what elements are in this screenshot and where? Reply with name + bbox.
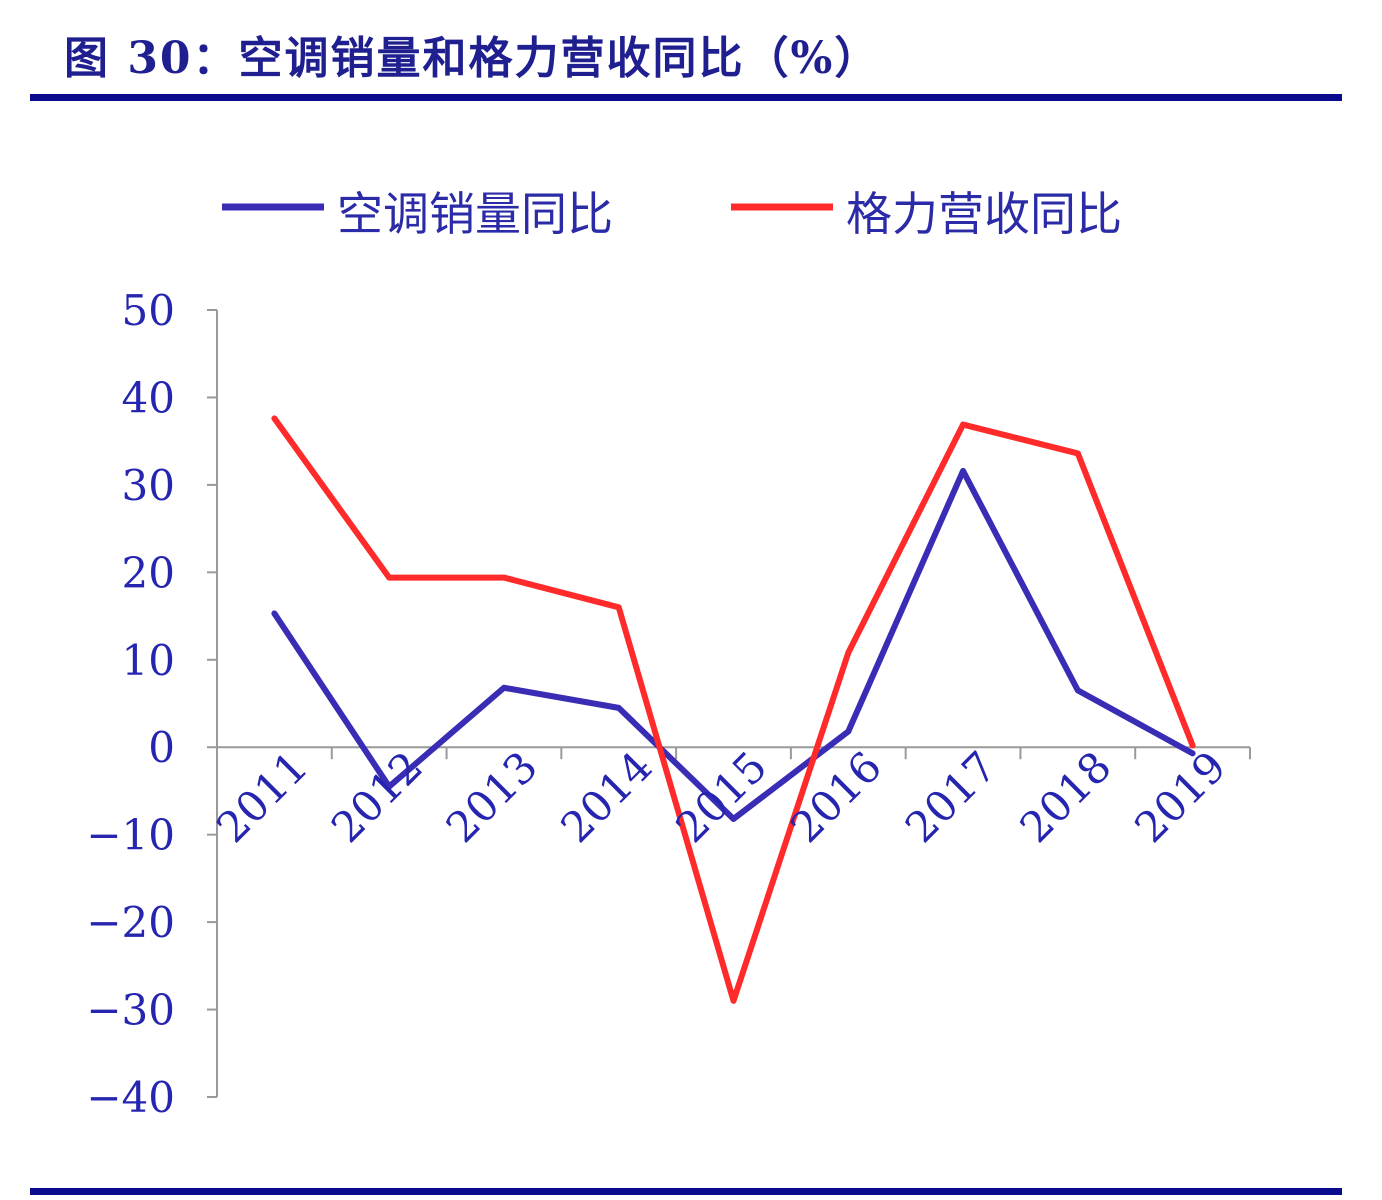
axes (207, 309, 1251, 1098)
data-point (271, 610, 277, 616)
y-tick-label: 10 (122, 636, 175, 685)
x-tick-label: 2013 (437, 742, 547, 852)
legend-label: 空调销量同比 (337, 187, 613, 241)
data-point (1075, 687, 1081, 693)
data-point (501, 685, 507, 691)
data-point (960, 422, 966, 428)
data-point (731, 998, 736, 1004)
data-point (386, 575, 392, 581)
x-tick-label: 2018 (1010, 742, 1120, 852)
x-tick-label: 2017 (896, 742, 1006, 852)
data-point (731, 816, 736, 822)
y-tick-label: −30 (86, 986, 175, 1035)
figure-title: 图 30：空调销量和格力营收同比（%） (64, 33, 881, 84)
data-point (501, 575, 507, 581)
legend: 空调销量同比 格力营收同比 (222, 187, 1122, 241)
data-point (1075, 450, 1081, 456)
y-tick-label: 40 (122, 373, 175, 422)
tick-labels: 50 40 30 20 10 0 −10 −20 −30 −40 2011 2012 2013 2014 2… (86, 286, 1235, 1122)
legend-label: 格力营收同比 (846, 187, 1122, 241)
y-tick-label: 30 (122, 461, 175, 510)
data-point (960, 468, 966, 474)
y-tick-label: 0 (148, 723, 175, 772)
data-point (616, 705, 622, 711)
x-tick-label: 2019 (1125, 742, 1235, 852)
series-layer (271, 415, 1196, 1004)
footer-rule (30, 1188, 1342, 1195)
title-rule (30, 94, 1342, 101)
data-point (1190, 750, 1196, 756)
data-point (845, 728, 851, 734)
y-tick-label: −40 (86, 1073, 175, 1122)
data-point (386, 784, 392, 790)
x-tick-label: 2014 (551, 742, 661, 852)
y-tick-label: 50 (122, 286, 175, 335)
x-tick-label: 2011 (207, 742, 317, 852)
y-tick-label: −20 (86, 898, 175, 947)
data-point (845, 650, 851, 656)
x-tick-label: 2016 (781, 742, 891, 852)
y-tick-label: 20 (122, 548, 175, 597)
data-point (616, 604, 622, 610)
x-tick-label: 2012 (322, 742, 432, 852)
data-point (1190, 742, 1196, 748)
series-line (271, 415, 1196, 1004)
y-tick-label: −10 (86, 811, 175, 860)
data-point (271, 415, 277, 421)
